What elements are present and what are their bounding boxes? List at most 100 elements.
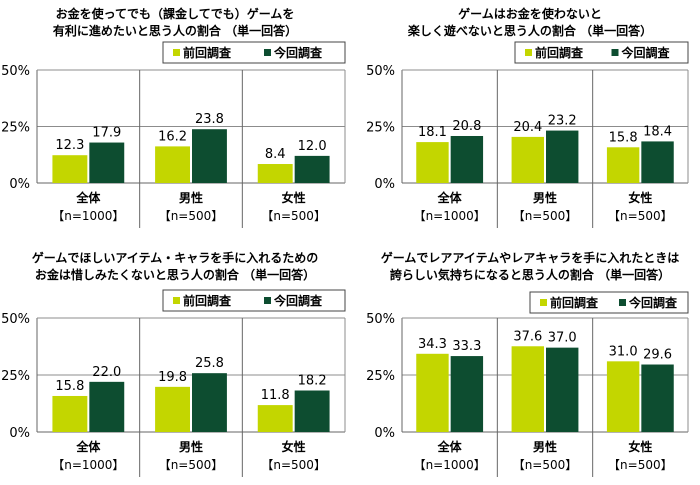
category-sample-size: 【n=1000】 (414, 458, 486, 472)
bar-current (89, 381, 125, 432)
chart-title-line: ゲームでほしいアイテム・キャラを手に入れるための (32, 250, 318, 265)
category-sample-size: 【n=500】 (159, 209, 224, 223)
category-label: 男性 (533, 190, 557, 205)
data-label: 16.2 (158, 129, 187, 144)
category-label: 全体 (75, 439, 101, 454)
bar-previous (52, 395, 88, 432)
bar-previous (257, 405, 293, 432)
data-label: 37.0 (548, 331, 577, 346)
legend-swatch (173, 49, 180, 56)
y-tick-label: 25% (366, 121, 395, 136)
bar-previous (511, 136, 544, 183)
category-sample-size: 【n=500】 (261, 209, 326, 223)
bar-previous (257, 164, 293, 183)
bar-previous (606, 361, 640, 432)
data-label: 37.6 (513, 329, 542, 344)
data-label: 8.4 (265, 147, 286, 162)
category-label: 男性 (179, 190, 203, 205)
category-sample-size: 【n=1000】 (52, 458, 124, 472)
bar-current (192, 373, 227, 432)
bar-current (546, 347, 579, 432)
legend-swatch (540, 299, 547, 306)
legend-box (162, 289, 346, 312)
chart-title-line: 有利に進めたいと思う人の割合 （単一回答） (53, 23, 297, 38)
category-sample-size: 【n=500】 (608, 209, 673, 223)
category-label: 女性 (282, 190, 306, 205)
data-label: 22.0 (92, 365, 121, 380)
data-label: 18.4 (643, 124, 672, 139)
chart-3: ゲームでほしいアイテム・キャラを手に入れるためのお金は惜しみたくないと思う人の割… (1, 250, 346, 477)
bar-current (641, 364, 674, 432)
legend-swatch (619, 299, 626, 306)
bar-previous (155, 386, 190, 432)
data-label: 31.0 (609, 344, 638, 359)
chart-title-line: ゲームはお金を使わないと (458, 6, 602, 21)
data-label: 15.8 (55, 379, 84, 394)
y-tick-label: 0% (374, 177, 395, 192)
data-label: 34.3 (418, 337, 447, 352)
category-sample-size: 【n=500】 (513, 458, 578, 472)
bar-previous (416, 142, 449, 183)
y-tick-label: 50% (366, 64, 395, 79)
chart-title-line: 誇らしい気持ちになると思う人の割合 （単一回答） (390, 267, 670, 282)
category-sample-size: 【n=500】 (608, 458, 673, 472)
data-label: 15.8 (609, 130, 638, 145)
legend-label: 前回調査 (535, 45, 584, 60)
legend-label: 今回調査 (273, 293, 323, 308)
category-label: 全体 (437, 439, 463, 454)
data-label: 20.8 (452, 119, 481, 134)
legend-label: 前回調査 (183, 293, 232, 308)
category-label: 全体 (437, 190, 463, 205)
category-label: 男性 (179, 439, 203, 454)
y-tick-label: 0% (374, 426, 395, 441)
data-label: 23.8 (195, 112, 224, 127)
y-tick-label: 25% (366, 369, 395, 384)
data-label: 18.1 (418, 125, 447, 140)
y-tick-label: 0% (9, 177, 30, 192)
legend-label: 前回調査 (550, 295, 599, 310)
y-tick-label: 25% (1, 369, 30, 384)
data-label: 20.4 (513, 120, 542, 135)
bar-current (641, 141, 674, 183)
data-label: 12.3 (55, 138, 84, 153)
legend-box (529, 291, 689, 314)
data-label: 25.8 (195, 356, 224, 371)
chart-title-line: お金は惜しみたくないと思う人の割合 （単一回答） (35, 267, 315, 282)
data-label: 29.6 (643, 348, 672, 363)
legend-swatch (525, 49, 532, 56)
data-label: 11.8 (261, 388, 290, 403)
category-label: 女性 (628, 439, 652, 454)
legend-label: 今回調査 (273, 45, 323, 60)
chart-title-line: 楽しく遊べないと思う人の割合 （単一回答） (408, 23, 652, 38)
category-sample-size: 【n=500】 (513, 209, 578, 223)
category-sample-size: 【n=500】 (159, 458, 224, 472)
category-label: 全体 (75, 190, 101, 205)
category-sample-size: 【n=500】 (261, 458, 326, 472)
y-tick-label: 0% (9, 426, 30, 441)
y-tick-label: 50% (1, 64, 30, 79)
legend-swatch (611, 49, 619, 56)
chart-title-line: ゲームでレアアイテムやレアキャラを手に入れたときは (381, 250, 679, 265)
bar-previous (52, 155, 88, 183)
y-tick-label: 50% (366, 312, 395, 327)
category-label: 女性 (282, 439, 306, 454)
data-label: 19.8 (158, 370, 187, 385)
bar-current (450, 356, 484, 432)
bar-current (89, 142, 125, 183)
bar-previous (606, 147, 640, 183)
legend-swatch (264, 49, 271, 56)
category-label: 男性 (533, 439, 557, 454)
chart-4: ゲームでレアアイテムやレアキャラを手に入れたときは誇らしい気持ちになると思う人の… (366, 250, 689, 477)
legend-label: 今回調査 (621, 45, 671, 60)
y-tick-label: 50% (1, 312, 30, 327)
bar-previous (511, 346, 544, 432)
legend-box (514, 41, 689, 64)
category-sample-size: 【n=1000】 (414, 209, 486, 223)
legend-swatch (264, 297, 271, 304)
bar-current (294, 390, 330, 432)
bar-current (450, 135, 484, 183)
category-sample-size: 【n=1000】 (52, 209, 124, 223)
